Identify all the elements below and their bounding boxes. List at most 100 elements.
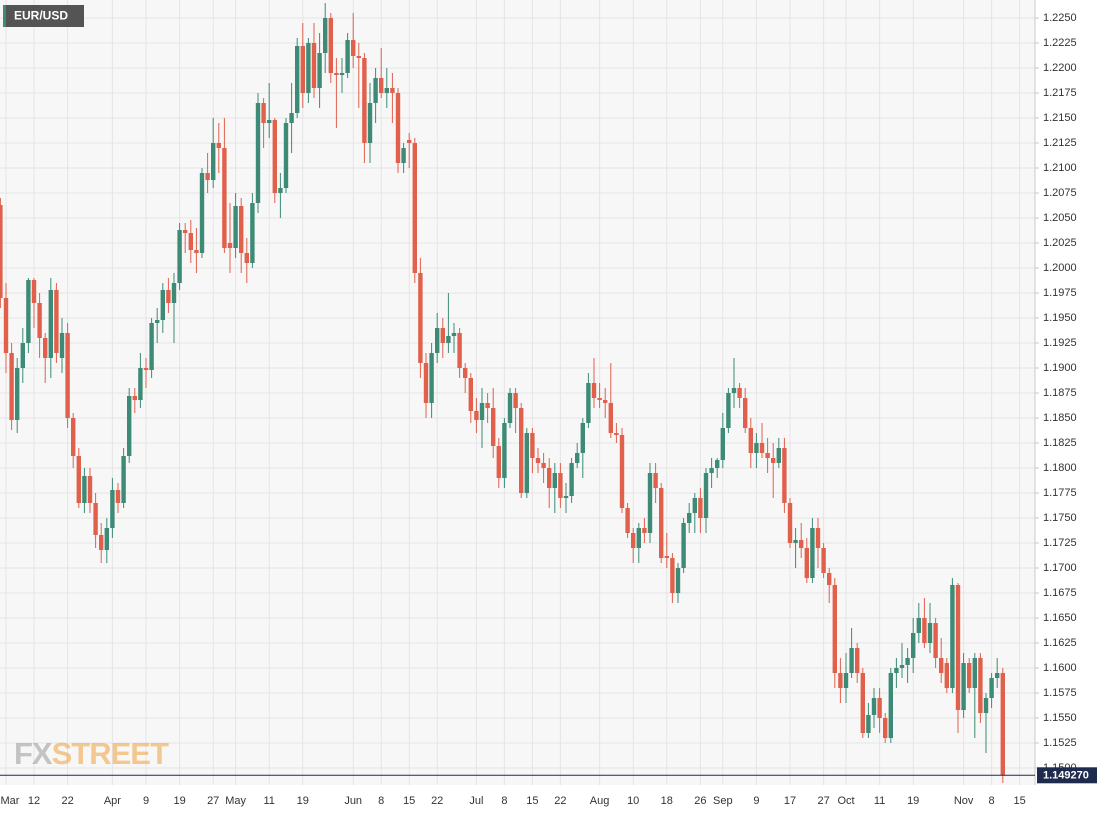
x-tick-label: Oct <box>837 795 854 807</box>
candle-body <box>614 433 619 435</box>
y-tick-label: 1.2225 <box>1043 37 1077 49</box>
candle-body <box>939 658 944 673</box>
candle-body <box>289 113 294 123</box>
y-tick-label: 1.1650 <box>1043 612 1077 624</box>
candle-body <box>513 393 518 408</box>
x-tick-label: Mar <box>1 795 20 807</box>
watermark-suffix: STREET <box>52 736 169 771</box>
y-tick-label: 1.1950 <box>1043 312 1077 324</box>
candle-body <box>110 490 115 528</box>
candle-body <box>776 448 781 463</box>
y-tick-label: 1.2200 <box>1043 62 1077 74</box>
candle-body <box>496 446 501 478</box>
candle-body <box>272 120 277 193</box>
candle-body <box>99 535 104 550</box>
candle-body <box>407 140 412 143</box>
candle-body <box>395 93 401 163</box>
candle-body <box>603 400 608 403</box>
candle-body <box>143 368 149 370</box>
candle-body <box>726 393 731 428</box>
candle-body <box>485 403 490 408</box>
candle-body <box>440 328 445 343</box>
candle-body <box>87 476 93 503</box>
candle-body <box>743 398 748 428</box>
candle-body <box>171 283 177 303</box>
candle-body <box>978 658 983 713</box>
candle-body <box>507 393 513 423</box>
candle-body <box>0 205 3 298</box>
x-tick-label: 12 <box>28 795 40 807</box>
candle-body <box>541 463 546 468</box>
candle-body <box>703 473 709 518</box>
candle-body <box>227 243 233 248</box>
candle-body <box>922 618 927 643</box>
candle-body <box>558 473 563 498</box>
y-tick-label: 1.1975 <box>1043 287 1077 299</box>
candle-body <box>65 333 70 418</box>
candle-body <box>670 558 675 593</box>
x-tick-label: Aug <box>590 795 610 807</box>
x-tick-label: 19 <box>297 795 309 807</box>
candle-body <box>866 715 871 733</box>
x-tick-label: 22 <box>61 795 73 807</box>
candle-body <box>435 328 440 353</box>
candle-body <box>855 648 860 673</box>
x-tick-label: Jun <box>344 795 362 807</box>
candle-body <box>843 673 849 688</box>
candle-body <box>793 540 798 543</box>
candle-body <box>709 468 714 473</box>
x-tick-label: 8 <box>501 795 507 807</box>
candle-body <box>827 573 832 585</box>
symbol-badge: EUR/USD <box>3 5 84 27</box>
candle-body <box>815 528 821 548</box>
y-tick-label: 1.2050 <box>1043 212 1077 224</box>
candle-body <box>944 663 949 688</box>
candle-body <box>860 673 865 733</box>
candle-body <box>71 418 76 456</box>
candle-body <box>1000 673 1005 775</box>
candle-body <box>911 633 916 658</box>
candle-body <box>15 368 20 420</box>
candle-body <box>636 528 641 548</box>
candle-body <box>233 206 238 248</box>
x-tick-label: 15 <box>526 795 538 807</box>
candle-body <box>748 428 753 453</box>
candle-body <box>451 333 457 336</box>
candle-body <box>351 40 356 56</box>
candle-body <box>737 388 742 398</box>
candle-body <box>905 658 910 665</box>
candle-body <box>883 718 888 738</box>
candle-body <box>3 298 9 353</box>
x-tick-label: 15 <box>1013 795 1025 807</box>
candle-body <box>547 468 552 488</box>
y-tick-label: 1.1575 <box>1043 687 1077 699</box>
candle-body <box>59 333 65 358</box>
candle-body <box>502 423 507 478</box>
y-tick-label: 1.2175 <box>1043 87 1077 99</box>
candle-body <box>362 58 367 143</box>
x-tick-label: 8 <box>378 795 384 807</box>
candle-body <box>479 403 485 420</box>
candle-body <box>586 383 591 423</box>
candle-body <box>631 533 636 548</box>
candle-body <box>222 148 227 248</box>
candle-body <box>205 173 210 180</box>
candle-body <box>334 73 339 75</box>
candle-body <box>888 673 893 738</box>
candle-body <box>211 143 216 180</box>
candle-body <box>194 250 199 253</box>
candle-body <box>166 290 171 303</box>
candle-body <box>199 173 205 253</box>
candle-body <box>188 233 193 250</box>
candle-body <box>104 528 109 550</box>
y-tick-label: 1.1625 <box>1043 637 1077 649</box>
y-tick-label: 1.2100 <box>1043 162 1077 174</box>
candle-body <box>849 648 854 673</box>
y-tick-label: 1.1925 <box>1043 337 1077 349</box>
candle-body <box>149 323 154 370</box>
y-tick-label: 1.1725 <box>1043 537 1077 549</box>
axes: 1.15001.15251.15501.15751.16001.16251.16… <box>0 12 1097 807</box>
candle-body <box>608 403 613 433</box>
